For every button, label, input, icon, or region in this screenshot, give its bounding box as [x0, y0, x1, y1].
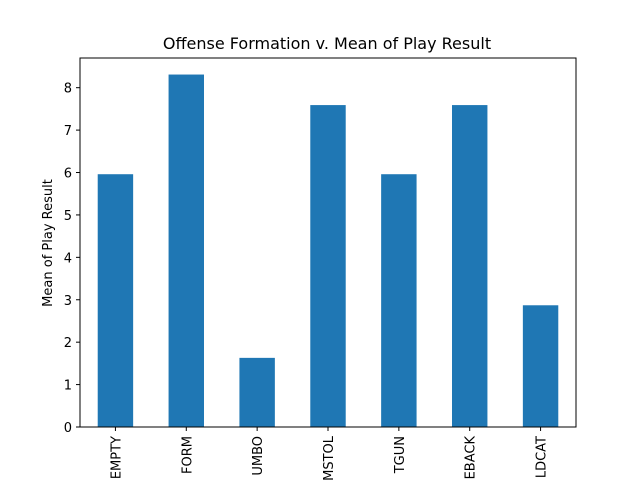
y-tick-label: 7: [64, 124, 72, 139]
y-tick-label: 8: [64, 82, 72, 97]
bar-jumbo: [239, 357, 275, 427]
x-tick-label: MSTOL: [322, 435, 337, 480]
y-tick-label: 2: [64, 336, 72, 351]
bar-pistol: [310, 105, 346, 427]
y-tick-label: 1: [64, 379, 72, 394]
x-axis: EMPTY FORM UMBO MSTOL TGUN EBACK LDCAT: [109, 427, 550, 480]
y-tick-label: 0: [64, 421, 72, 436]
bars-group: [97, 74, 559, 427]
chart-title: Offense Formation v. Mean of Play Result: [163, 34, 491, 53]
x-tick-label: TGUN: [393, 436, 408, 474]
x-tick-label: EBACK: [464, 436, 479, 480]
plot-frame: [79, 57, 577, 428]
y-tick-label: 4: [64, 251, 72, 266]
y-tick-label: 6: [64, 167, 72, 182]
x-tick-label: FORM: [180, 436, 195, 474]
y-axis: 0 1 2 3 4 5 6 7 8: [64, 82, 80, 436]
bar-shotgun: [381, 174, 417, 427]
bar-singleback: [452, 105, 488, 427]
y-axis-label: Mean of Play Result: [41, 179, 56, 307]
bar-empty: [97, 174, 134, 427]
bar-wildcat: [522, 305, 559, 427]
x-tick-label: LDCAT: [535, 436, 550, 478]
x-tick-label: EMPTY: [109, 436, 124, 479]
y-tick-label: 5: [64, 209, 72, 224]
y-tick-label: 3: [64, 294, 72, 309]
x-tick-label: UMBO: [251, 436, 266, 476]
bar-i-form: [168, 74, 204, 427]
